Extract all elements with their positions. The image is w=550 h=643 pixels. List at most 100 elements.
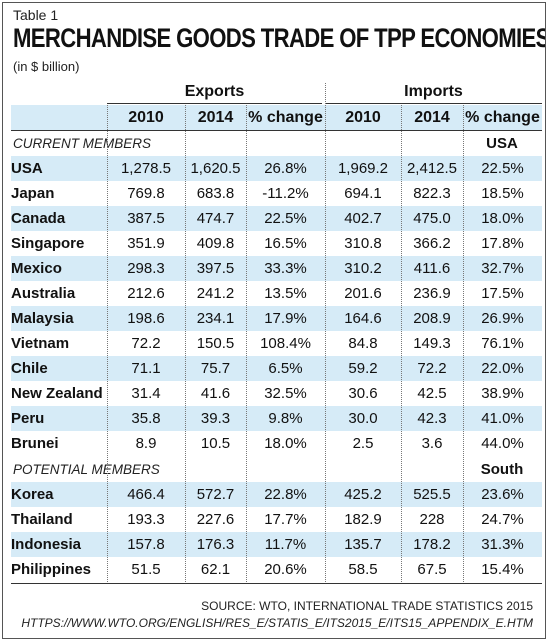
table-cell: 59.2 [348,360,378,377]
imports-group-header: Imports [404,83,463,100]
section-header: POTENTIAL MEMBERS South [11,458,542,482]
table-cell: 572.7 [196,486,235,503]
table-cell: 84.8 [348,335,378,352]
table-cell: 402.7 [344,210,382,227]
section-label: POTENTIAL MEMBERS [13,462,160,477]
table-cell: 135.7 [344,536,382,553]
column-divider [463,105,464,582]
table-cell: 41.6 [200,385,231,402]
table-cell: -11.2% [262,185,309,202]
column-header: % change [465,109,540,126]
table-row: Indonesia 157.8 176.3 11.7% 135.7 178.2 31.3% [11,532,542,557]
table-cell: 108.4% [260,335,311,352]
table-cell: 8.9 [135,435,157,452]
table-cell: 17.8% [481,235,524,252]
table-cell: 41.0% [481,410,524,427]
table-cell: 2,412.5 [406,160,458,177]
table-row: Vietnam 72.2 150.5 108.4% 84.8 149.3 76.1% [11,331,542,356]
table-cell: 72.2 [417,360,447,377]
table-label: Table 1 [13,7,59,23]
table-cell: 13.5% [264,285,307,302]
table-cell: 683.8 [196,185,235,202]
table-cell: 201.6 [344,285,382,302]
table-cell: 411.6 [413,260,451,277]
table-cell: 30.6 [348,385,378,402]
table-cell: 24.7% [481,511,524,528]
table-cell: 17.5% [481,285,524,302]
table-cell: 51.5 [131,561,161,578]
economy-name: Australia [11,285,76,302]
table-cell: 157.8 [127,536,165,553]
table-cell: 31.3% [481,536,524,553]
table-cell: 2.5 [352,435,374,452]
table-cell: 38.9% [481,385,524,402]
table-cell: 474.7 [196,210,235,227]
header-rule [11,130,542,131]
source-url: HTTPS://WWW.WTO.ORG/ENGLISH/RES_E/STATIS… [21,616,533,630]
table-row: Mexico 298.3 397.5 33.3% 310.2 411.6 32.7% [11,256,542,281]
section-label: CURRENT MEMBERS [13,136,152,151]
section-header: CURRENT MEMBERS USA [11,132,542,156]
economy-name: Japan [11,185,55,202]
table-row: Brunei 8.9 10.5 18.0% 2.5 3.6 44.0% [11,431,542,456]
table-cell: 26.9% [481,310,524,327]
table-row: Singapore 351.9 409.8 16.5% 310.8 366.2 17.8% [11,231,542,256]
column-divider [185,105,186,582]
table-cell: 212.6 [127,285,165,302]
table-cell: 182.9 [344,511,382,528]
table-cell: 22.8% [264,486,307,503]
table-cell: 58.5 [348,561,378,578]
economy-name: Brunei [11,435,59,452]
table-cell: 149.3 [413,335,451,352]
column-header: 2014 [197,109,234,126]
column-header-row: 2010 2014 % change 2010 2014 % change [11,105,542,130]
table-cell: 769.8 [127,185,165,202]
table-row: USA 1,278.5 1,620.5 26.8% 1,969.2 2,412.5 22.5… [11,156,542,181]
table-cell: 425.2 [344,486,382,503]
table-cell: 22.5% [264,210,307,227]
economy-name: New Zealand [11,385,103,402]
table-cell: 525.5 [413,486,451,503]
table-cell: 42.3 [417,410,447,427]
table-cell: 67.5 [417,561,447,578]
table-row: Canada 387.5 474.7 22.5% 402.7 475.0 18.0% [11,206,542,231]
table-cell: 9.8% [268,410,303,427]
table-cell: 75.7 [200,360,231,377]
table-cell: 228 [419,511,445,528]
table-row: Malaysia 198.6 234.1 17.9% 164.6 208.9 26.9% [11,306,542,331]
table-cell: 10.5 [200,435,231,452]
table-cell: 1,278.5 [120,160,172,177]
table-cell: 39.3 [200,410,231,427]
table-cell: 198.6 [127,310,165,327]
section-note: USA [486,135,518,152]
table-cell: 409.8 [196,235,235,252]
table-cell: 234.1 [196,310,235,327]
table-cell: 18.0% [481,210,524,227]
economy-name: Canada [11,210,66,227]
column-divider [325,83,326,582]
table-cell: 178.2 [413,536,451,553]
economy-name: Vietnam [11,335,70,352]
table-row: Thailand 193.3 227.6 17.7% 182.9 228 24.7% [11,507,542,532]
table-cell: 694.1 [344,185,382,202]
table-cell: 1,620.5 [190,160,241,177]
column-header: 2014 [414,109,450,126]
table-cell: 62.1 [200,561,231,578]
table-row: Philippines 51.5 62.1 20.6% 58.5 67.5 15.4% [11,557,542,582]
table-cell: 22.5% [481,160,524,177]
table-cell: 208.9 [413,310,451,327]
table-cell: 22.0% [481,360,524,377]
table-cell: 822.3 [413,185,451,202]
economy-name: Thailand [11,511,73,528]
economy-name: Singapore [11,235,85,252]
table-row: Peru 35.8 39.3 9.8% 30.0 42.3 41.0% [11,406,542,431]
column-divider [107,105,108,582]
table-cell: 71.1 [131,360,161,377]
table-title: MERCHANDISE GOODS TRADE OF TPP ECONOMIES [13,23,546,53]
table-cell: 33.3% [264,260,307,277]
table-cell: 30.0 [348,410,378,427]
exports-group-rule [107,103,322,104]
column-header: % change [248,109,323,126]
table-row: Chile 71.1 75.7 6.5% 59.2 72.2 22.0% [11,356,542,381]
economy-name: Philippines [11,561,92,578]
